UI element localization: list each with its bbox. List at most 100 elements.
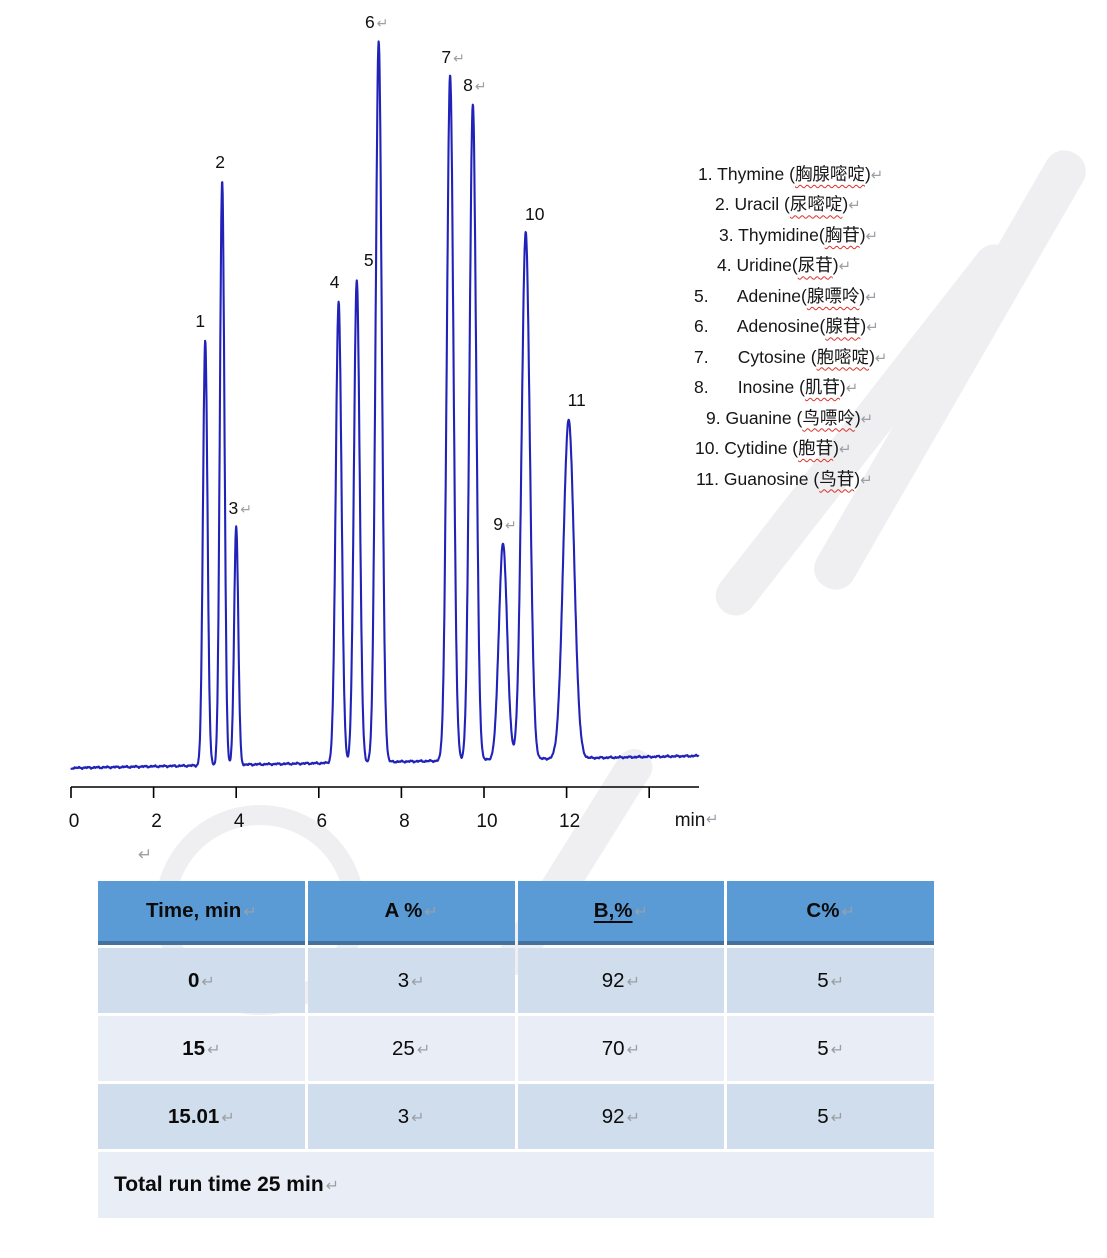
legend-item-paren: )	[854, 468, 861, 489]
legend-item-name-en: Adenine(	[736, 285, 807, 306]
table-header-cell: A % ↵	[307, 881, 515, 945]
table-cell-text: 5	[817, 1036, 829, 1060]
legend-item-paren: )	[842, 194, 849, 215]
table-cell: 15.01 ↵	[98, 1084, 305, 1149]
legend-item-paren: )	[832, 255, 839, 276]
return-arrow-icon: ↵	[424, 904, 438, 921]
table-cell: 70 ↵	[517, 1016, 725, 1081]
return-arrow-icon: ↵	[706, 811, 719, 828]
table-header-text: Time, min	[146, 899, 242, 922]
return-arrow-icon: ↵	[411, 1109, 425, 1127]
legend-item-name-cn: 鸟嘌呤	[802, 407, 855, 428]
legend-item-number: 1.	[698, 164, 718, 184]
return-arrow-icon: ↵	[201, 973, 215, 991]
return-arrow-icon: ↵	[870, 167, 884, 184]
legend-item-name-cn: 肌苷	[804, 377, 840, 398]
return-arrow-icon: ↵	[626, 1041, 640, 1059]
return-arrow-icon: ↵	[634, 904, 648, 921]
table-row: 0 ↵ 3 ↵ 92 ↵ 5 ↵	[98, 948, 934, 1013]
return-arrow-icon: ↵	[860, 471, 873, 489]
return-arrow-icon: ↵	[865, 227, 879, 245]
legend-item-name-en: Cytosine (	[737, 346, 817, 367]
return-arrow-icon: ↵	[626, 1109, 640, 1127]
return-arrow-icon: ↵	[860, 410, 874, 428]
legend-item-name-cn: 胞嘧啶	[816, 346, 870, 367]
table-header-text: C%	[806, 899, 840, 922]
paragraph-mark: ↵	[138, 845, 153, 864]
table-cell-text: 0	[187, 968, 200, 992]
legend-item-name-cn: 胸苷	[824, 224, 860, 245]
legend-item-number: 10.	[695, 438, 725, 459]
return-arrow-icon: ↵	[866, 319, 879, 337]
table-cell-text: 3	[397, 1104, 410, 1128]
legend-item: 10. Cytidine (胞苷)↵	[695, 434, 887, 464]
return-arrow-icon: ↵	[325, 1178, 340, 1195]
legend-item-name-cn: 胞苷	[798, 438, 834, 459]
gradient-table: Time, min ↵ A % ↵ B,% ↵ C% ↵ 0 ↵ 3 ↵ 92 ↵ 5 ↵ 15 ↵ 25 ↵ 70 ↵…	[95, 878, 937, 1221]
table-cell-text: 5	[817, 968, 829, 992]
table-header-cell: Time, min ↵	[98, 881, 305, 945]
return-arrow-icon: ↵	[848, 197, 861, 215]
legend-item-name-en: Guanine (	[725, 407, 803, 428]
table-footer-cell: Total run time 25 min ↵	[98, 1152, 934, 1218]
table-cell: 15 ↵	[98, 1016, 305, 1081]
signal-trace	[70, 40, 700, 771]
x-tick-label: 0	[69, 811, 80, 832]
legend-item: 7. Cytosine (胞嘧啶)↵	[694, 343, 887, 373]
legend-item-name-en: Uridine(	[736, 255, 798, 276]
table-header-text: A %	[384, 899, 423, 922]
table-cell: 92 ↵	[517, 948, 725, 1013]
table-cell: 3 ↵	[307, 948, 515, 1013]
legend-item-name-cn: 鸟苷	[819, 468, 855, 489]
legend-item: 1. Thymine (胸腺嘧啶)↵	[698, 160, 887, 190]
legend-item-name-en: Guanosine (	[723, 468, 820, 489]
x-axis-unit-label: min	[675, 810, 706, 831]
legend-item-name-en: Thymidine(	[738, 224, 825, 245]
legend-item-number: 2.	[715, 194, 735, 215]
legend-item-paren: )	[864, 164, 871, 184]
legend-item-name-cn: 尿嘧啶	[789, 194, 843, 215]
legend-item-name-cn: 腺嘌呤	[806, 285, 860, 306]
x-tick-label: 12	[559, 811, 580, 832]
legend-item-name-en: Cytidine (	[724, 438, 799, 459]
return-arrow-icon: ↵	[221, 1109, 235, 1127]
legend-item: 4. Uridine(尿苷)↵	[717, 251, 887, 281]
table-row: 15 ↵ 25 ↵ 70 ↵ 5 ↵	[98, 1016, 934, 1081]
x-tick-label: 4	[234, 811, 245, 832]
legend-item: 5. Adenine(腺嘌呤)↵	[694, 282, 887, 312]
legend-item-name-cn: 腺苷	[825, 316, 861, 337]
table-cell-text: 92	[601, 1104, 625, 1128]
return-arrow-icon: ↵	[830, 1109, 845, 1127]
return-arrow-icon: ↵	[416, 1041, 431, 1059]
return-arrow-icon: ↵	[243, 904, 257, 921]
legend-item-number: 6.	[694, 316, 737, 337]
table-cell-text: 92	[601, 968, 625, 992]
x-tick-label: 2	[151, 811, 162, 832]
table-header-row: Time, min ↵ A % ↵ B,% ↵ C% ↵	[98, 881, 934, 945]
legend-item-paren: )	[859, 224, 866, 245]
return-arrow-icon: ↵	[626, 973, 640, 991]
legend-item: 6. Adenosine(腺苷)↵	[694, 312, 887, 342]
total-run-time-text: Total run time 25 min	[114, 1173, 324, 1196]
legend-item-number: 8.	[694, 377, 738, 398]
table-cell: 25 ↵	[307, 1016, 515, 1081]
legend-item-number: 7.	[694, 346, 738, 367]
table-cell-text: 15	[182, 1036, 206, 1060]
table-cell-text: 3	[397, 968, 410, 992]
legend-item-paren: )	[859, 285, 866, 306]
legend-item-name-en: Uracil (	[734, 194, 790, 215]
legend-item-paren: )	[839, 377, 846, 398]
table-cell: 5 ↵	[727, 948, 934, 1013]
return-arrow-icon: ↵	[874, 349, 888, 367]
table-header-cell: C% ↵	[727, 881, 934, 945]
legend-item: 9. Guanine (鸟嘌呤)↵	[706, 404, 887, 434]
table-cell: 5 ↵	[727, 1084, 934, 1149]
table-cell-text: 15.01	[168, 1104, 220, 1128]
return-arrow-icon: ↵	[838, 441, 852, 459]
table-header-cell: B,% ↵	[517, 881, 725, 945]
x-tick-label: 10	[476, 811, 497, 832]
table-cell-text: 5	[817, 1104, 829, 1128]
return-arrow-icon: ↵	[207, 1041, 221, 1059]
table-row: 15.01 ↵ 3 ↵ 92 ↵ 5 ↵	[98, 1084, 934, 1149]
table-footer-row: Total run time 25 min ↵	[98, 1152, 934, 1218]
